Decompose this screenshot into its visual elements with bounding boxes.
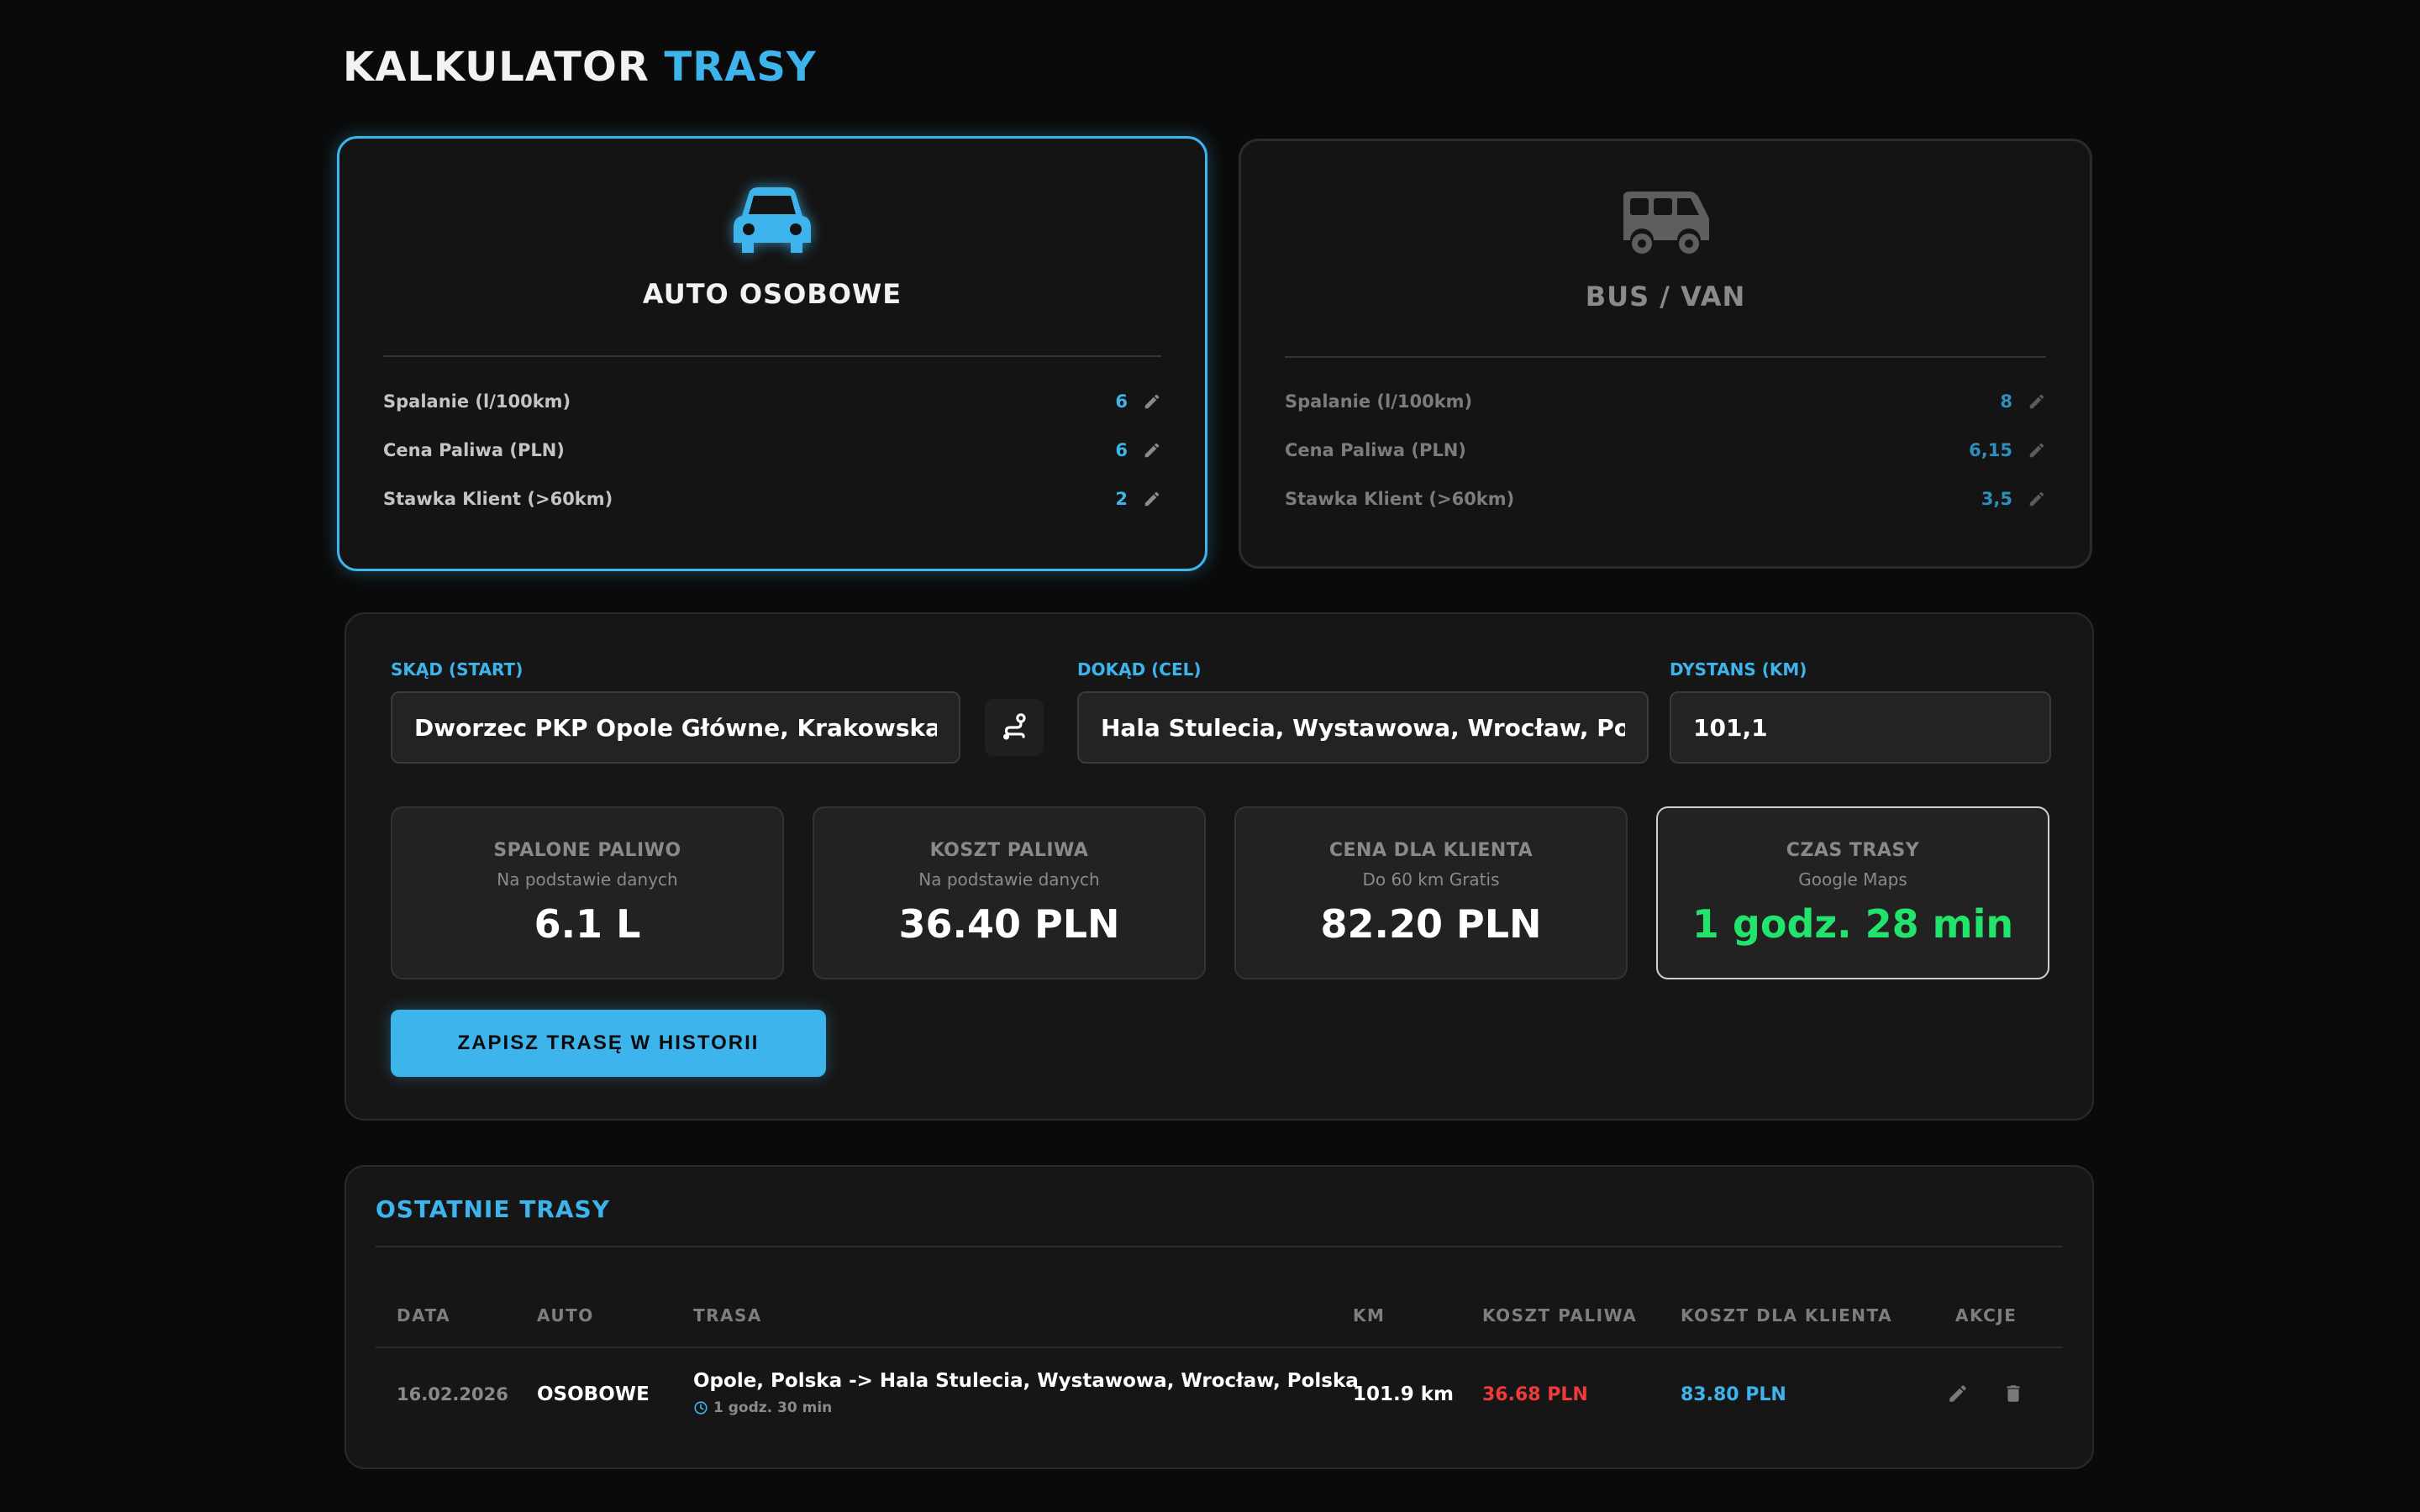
page-title-main: KALKULATOR — [343, 44, 650, 91]
row-duration-text: 1 godz. 30 min — [713, 1399, 833, 1416]
column-header-route: TRASA — [693, 1305, 762, 1326]
pencil-icon[interactable] — [2028, 490, 2046, 508]
calculator-panel: SKĄD (START) DOKĄD (CEL) DYSTANS (KM) SP… — [345, 612, 2094, 1121]
save-route-button[interactable]: ZAPISZ TRASĘ W HISTORII — [391, 1010, 826, 1077]
bus-icon — [1623, 192, 1709, 254]
destination-input[interactable] — [1077, 691, 1649, 764]
spec-row-fuel-price: Cena Paliwa (PLN) 6,15 — [1285, 433, 2046, 467]
result-subtitle: Na podstawie danych — [918, 869, 1100, 890]
history-panel: OSTATNIE TRASY DATA AUTO TRASA KM KOSZT … — [345, 1165, 2094, 1469]
spec-value: 6 — [1115, 440, 1128, 460]
row-duration: 1 godz. 30 min — [693, 1399, 832, 1416]
result-subtitle: Na podstawie danych — [497, 869, 678, 890]
column-header-vehicle: AUTO — [537, 1305, 594, 1326]
row-vehicle: OSOBOWE — [537, 1383, 650, 1405]
result-value: 6.1 L — [534, 901, 641, 947]
spec-row-consumption: Spalanie (l/100km) 8 — [1285, 385, 2046, 418]
row-km: 101.9 km — [1353, 1383, 1455, 1405]
spec-label: Cena Paliwa (PLN) — [1285, 440, 1466, 460]
row-route: Opole, Polska -> Hala Stulecia, Wystawow… — [693, 1370, 1359, 1392]
vehicle-name: AUTO OSOBOWE — [642, 278, 902, 310]
result-title: KOSZT PALIWA — [929, 840, 1089, 861]
spec-label: Stawka Klient (>60km) — [383, 489, 613, 509]
result-value: 1 godz. 28 min — [1691, 901, 2014, 947]
spec-row-client-rate: Stawka Klient (>60km) 2 — [383, 482, 1161, 516]
row-fuel-cost: 36.68 PLN — [1482, 1384, 1588, 1405]
distance-label: DYSTANS (KM) — [1670, 659, 1807, 680]
vehicle-card-bus[interactable]: BUS / VAN Spalanie (l/100km) 8 Cena Pali… — [1239, 139, 2092, 569]
trash-icon[interactable] — [2002, 1382, 2024, 1405]
result-card-fuel-burned: SPALONE PALIWO Na podstawie danych 6.1 L — [391, 806, 784, 979]
pencil-icon[interactable] — [1143, 441, 1161, 459]
start-input[interactable] — [391, 691, 960, 764]
spec-row-fuel-price: Cena Paliwa (PLN) 6 — [383, 433, 1161, 467]
row-client-cost: 83.80 PLN — [1681, 1384, 1786, 1405]
pencil-icon[interactable] — [1143, 490, 1161, 508]
page-title: KALKULATOR TRASY — [343, 44, 817, 91]
result-title: SPALONE PALIWO — [493, 840, 681, 861]
column-header-km: KM — [1353, 1305, 1386, 1326]
result-subtitle: Do 60 km Gratis — [1362, 869, 1500, 890]
spec-row-client-rate: Stawka Klient (>60km) 3,5 — [1285, 482, 2046, 516]
pencil-icon[interactable] — [1143, 392, 1161, 411]
pencil-icon[interactable] — [2028, 441, 2046, 459]
spec-label: Spalanie (l/100km) — [383, 391, 571, 412]
destination-label: DOKĄD (CEL) — [1077, 659, 1202, 680]
spec-label: Cena Paliwa (PLN) — [383, 440, 565, 460]
column-header-actions: AKCJE — [1955, 1305, 2018, 1326]
route-icon — [1003, 713, 1026, 740]
spec-value: 2 — [1115, 489, 1128, 509]
vehicle-card-car[interactable]: AUTO OSOBOWE Spalanie (l/100km) 6 Cena P… — [337, 136, 1207, 571]
edit-icon[interactable] — [1947, 1383, 1969, 1404]
column-header-client-cost: KOSZT DLA KLIENTA — [1681, 1305, 1893, 1326]
column-header-fuel-cost: KOSZT PALIWA — [1482, 1305, 1638, 1326]
result-value: 82.20 PLN — [1320, 901, 1542, 947]
spec-label: Spalanie (l/100km) — [1285, 391, 1473, 412]
result-title: CENA DLA KLIENTA — [1328, 840, 1534, 861]
start-label: SKĄD (START) — [391, 659, 523, 680]
car-icon — [734, 187, 811, 253]
spec-value: 3,5 — [1981, 489, 2012, 509]
vehicle-name: BUS / VAN — [1585, 281, 1746, 312]
result-card-fuel-cost: KOSZT PALIWA Na podstawie danych 36.40 P… — [813, 806, 1206, 979]
history-title: OSTATNIE TRASY — [376, 1195, 610, 1223]
clock-icon — [694, 1401, 708, 1415]
spec-row-consumption: Spalanie (l/100km) 6 — [383, 385, 1161, 418]
column-header-date: DATA — [397, 1305, 451, 1326]
result-value: 36.40 PLN — [898, 901, 1120, 947]
divider — [376, 1347, 2063, 1348]
result-title: CZAS TRASY — [1786, 840, 1920, 861]
distance-input[interactable] — [1670, 691, 2051, 764]
spec-value: 6,15 — [1969, 440, 2012, 460]
spec-value: 6 — [1115, 391, 1128, 412]
divider — [1285, 356, 2046, 358]
spec-label: Stawka Klient (>60km) — [1285, 489, 1515, 509]
result-card-client-price: CENA DLA KLIENTA Do 60 km Gratis 82.20 P… — [1234, 806, 1628, 979]
divider — [383, 355, 1161, 357]
divider — [376, 1246, 2063, 1247]
result-card-route-time: CZAS TRASY Google Maps 1 godz. 28 min — [1656, 806, 2049, 979]
page-title-accent: TRASY — [664, 44, 817, 91]
result-subtitle: Google Maps — [1798, 869, 1907, 890]
pencil-icon[interactable] — [2028, 392, 2046, 411]
row-date: 16.02.2026 — [397, 1384, 508, 1404]
spec-value: 8 — [2000, 391, 2012, 412]
route-button[interactable] — [985, 699, 1044, 756]
